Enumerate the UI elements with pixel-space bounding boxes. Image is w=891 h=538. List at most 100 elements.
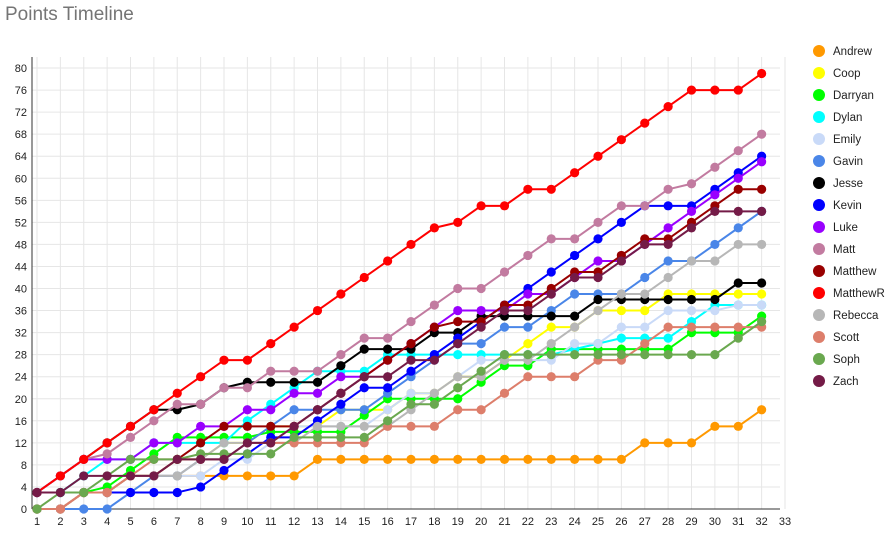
data-point [546,322,556,332]
x-tick-label: 26 [615,516,627,528]
data-point [172,388,182,398]
data-point [616,201,626,211]
data-point [383,454,393,464]
data-point [476,454,486,464]
legend-item-gavin[interactable]: Gavin [813,155,863,168]
data-point [663,322,673,332]
data-point [733,300,743,310]
data-point [102,471,112,481]
data-point [196,399,206,409]
data-point [312,432,323,442]
y-tick-label: 76 [15,85,27,97]
legend-marker [813,353,825,365]
series-line [36,133,763,494]
legend-item-kevin[interactable]: Kevin [813,199,862,212]
data-point [172,487,182,498]
data-point [570,289,580,299]
data-point [663,201,673,211]
legend-item-matthew[interactable]: Matthew [813,265,877,278]
data-point [733,85,743,95]
data-point [359,421,369,431]
data-point [570,250,580,261]
data-point [289,366,299,376]
series-darryan [32,311,767,498]
data-point [757,68,767,79]
legend-item-matthewr[interactable]: MatthewR [813,287,885,300]
data-point [429,300,439,310]
y-tick-label: 64 [15,151,27,163]
data-point [336,289,346,299]
data-point [406,399,416,409]
legend-item-luke[interactable]: Luke [813,221,858,234]
legend-item-emily[interactable]: Emily [813,133,861,146]
x-tick-label: 27 [639,516,651,528]
legend-marker [813,177,825,189]
data-point [312,388,323,398]
data-point [476,366,486,376]
legend-marker [813,375,825,387]
y-tick-label: 36 [15,306,27,318]
y-tick-label: 20 [15,394,27,406]
data-point [406,355,416,365]
data-point [499,388,510,398]
x-tick-label: 22 [522,516,534,528]
data-point [312,454,323,464]
data-point [640,239,650,250]
data-point [686,223,697,233]
data-point [757,316,767,327]
data-point [453,394,463,404]
data-point [336,361,346,371]
legend-marker [813,45,825,57]
data-point [196,471,206,481]
data-point [219,465,229,476]
legend-label: Luke [833,222,858,234]
data-point [289,432,299,442]
data-point [616,350,626,360]
data-point [359,454,369,464]
legend-item-rebecca[interactable]: Rebecca [813,309,879,322]
legend-item-dylan[interactable]: Dylan [813,111,862,124]
data-point [640,350,650,360]
legend-item-scott[interactable]: Scott [813,331,860,344]
legend-item-matt[interactable]: Matt [813,243,856,256]
data-point [663,294,673,305]
data-point [172,399,182,409]
data-point [523,372,533,382]
data-point [219,383,229,393]
data-point [593,305,603,316]
legend-item-soph[interactable]: Soph [813,353,860,366]
data-point [429,223,439,233]
legend-item-darryan[interactable]: Darryan [813,89,874,102]
legend-label: Darryan [833,90,874,102]
data-point [616,135,626,145]
data-point [336,454,346,464]
data-point [336,399,346,409]
data-point [359,272,369,283]
x-tick-label: 21 [498,516,510,528]
data-point [149,487,159,498]
legend-item-andrew[interactable]: Andrew [813,45,873,58]
data-point [383,383,393,393]
legend-item-zach[interactable]: Zach [813,375,859,388]
data-point [383,416,393,426]
series-lines [32,68,767,514]
y-tick-label: 28 [15,350,27,362]
legend-label: MatthewR [833,288,885,300]
data-point [359,372,369,382]
data-point [686,294,697,305]
x-tick-label: 12 [288,516,300,528]
data-point [616,322,626,332]
data-point [125,432,136,442]
data-point [570,322,580,332]
legend-marker [813,287,825,299]
x-tick-label: 28 [662,516,674,528]
data-point [757,289,767,299]
legend-item-coop[interactable]: Coop [813,67,861,80]
legend-marker [813,309,825,321]
data-point [219,438,229,448]
legend-label: Soph [833,354,860,366]
data-point [453,383,463,393]
data-point [406,421,416,431]
x-tick-label: 25 [592,516,604,528]
legend-item-jesse[interactable]: Jesse [813,177,863,190]
